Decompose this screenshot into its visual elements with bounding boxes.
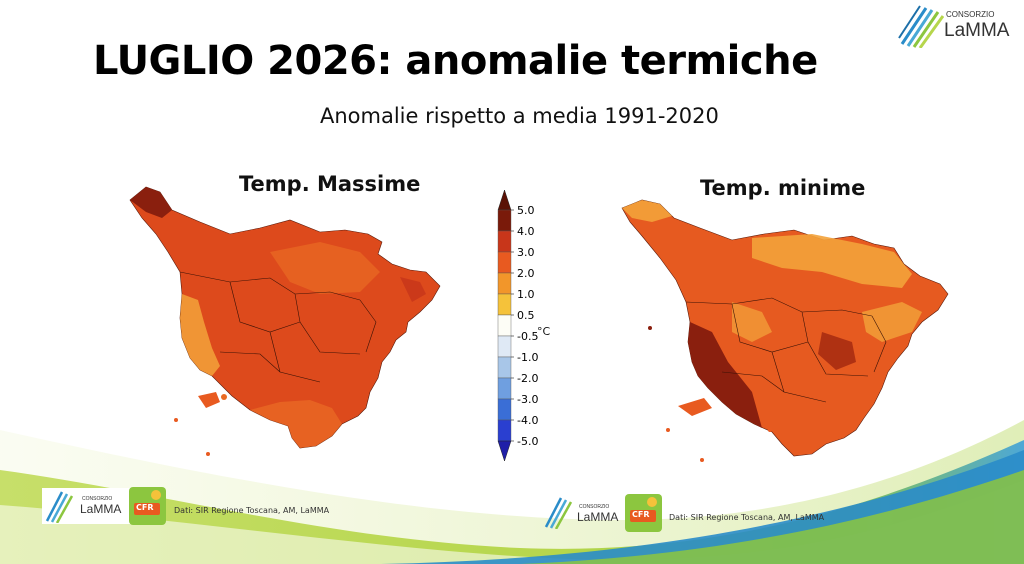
colorbar-segment xyxy=(497,230,512,253)
page-subtitle: Anomalie rispetto a media 1991-2020 xyxy=(320,104,719,128)
map-label-min: Temp. minime xyxy=(700,176,866,200)
colorbar-tick-label: -3.0 xyxy=(517,393,538,406)
lamma-stripes-icon-left xyxy=(45,491,74,523)
colorbar-segment xyxy=(497,272,512,295)
colorbar-segment xyxy=(497,356,512,379)
logo-left-small-text: CONSORZIO xyxy=(82,496,113,502)
lamma-stripes-icon xyxy=(898,5,944,48)
colorbar-tick-label: 3.0 xyxy=(517,246,535,259)
colorbar-tick-label: -4.0 xyxy=(517,414,538,427)
colorbar-top-arrow xyxy=(497,189,512,211)
page-title: LUGLIO 2026: anomalie termiche xyxy=(93,38,818,84)
map-label-max: Temp. Massime xyxy=(239,172,421,196)
colorbar-tick-label: -2.0 xyxy=(517,372,538,385)
cfr-logo-left: CFR xyxy=(129,487,166,525)
logo-big-text: LaMMA xyxy=(944,20,1010,41)
colorbar-segment xyxy=(497,377,512,400)
lamma-stripes-icon-right xyxy=(544,497,573,529)
colorbar-unit: °C xyxy=(537,325,551,338)
credit-right: Dati: SIR Regione Toscana, AM, LaMMA xyxy=(669,513,825,522)
lamma-logo-top: CONSORZIO LaMMA xyxy=(898,4,1018,48)
map-temp-minime xyxy=(621,199,949,462)
colorbar-bottom-arrow xyxy=(497,440,512,462)
lamma-logo-left: CONSORZIO LaMMA xyxy=(42,488,132,524)
colorbar-segment xyxy=(497,209,512,232)
colorbar-tick-label: -0.5 xyxy=(517,330,538,343)
colorbar-tick-label: 2.0 xyxy=(517,267,535,280)
lamma-logo-right: CONSORZIO LaMMA xyxy=(541,495,625,529)
logo-right-small-text: CONSORZIO xyxy=(579,504,610,510)
colorbar-segment xyxy=(497,419,512,442)
logo-right-big-text: LaMMA xyxy=(577,510,619,524)
logo-small-text: CONSORZIO xyxy=(946,10,995,19)
colorbar-segment xyxy=(497,398,512,421)
cfr-text: CFR xyxy=(136,503,154,512)
logo-left-big-text: LaMMA xyxy=(80,502,122,516)
colorbar: 5.0 4.0 3.0 2.0 1.0 0.5 -0.5 -1.0 -2.0 -3.0 -4.0 -5… xyxy=(497,189,538,462)
colorbar-segment xyxy=(497,251,512,274)
credit-left: Dati: SIR Regione Toscana, AM, LaMMA xyxy=(174,506,330,515)
colorbar-tick-label: 1.0 xyxy=(517,288,535,301)
colorbar-tick-label: 5.0 xyxy=(517,204,535,217)
colorbar-segment xyxy=(497,335,512,358)
colorbar-tick-label: -5.0 xyxy=(517,435,538,448)
map-temp-massime xyxy=(129,186,441,456)
colorbar-segment xyxy=(497,293,512,316)
cfr-text-right: CFR xyxy=(632,510,650,519)
colorbar-tick-label: 0.5 xyxy=(517,309,535,322)
cfr-logo-right: CFR xyxy=(625,494,662,532)
colorbar-tick-label: -1.0 xyxy=(517,351,538,364)
colorbar-segment xyxy=(497,314,512,337)
colorbar-tick-label: 4.0 xyxy=(517,225,535,238)
